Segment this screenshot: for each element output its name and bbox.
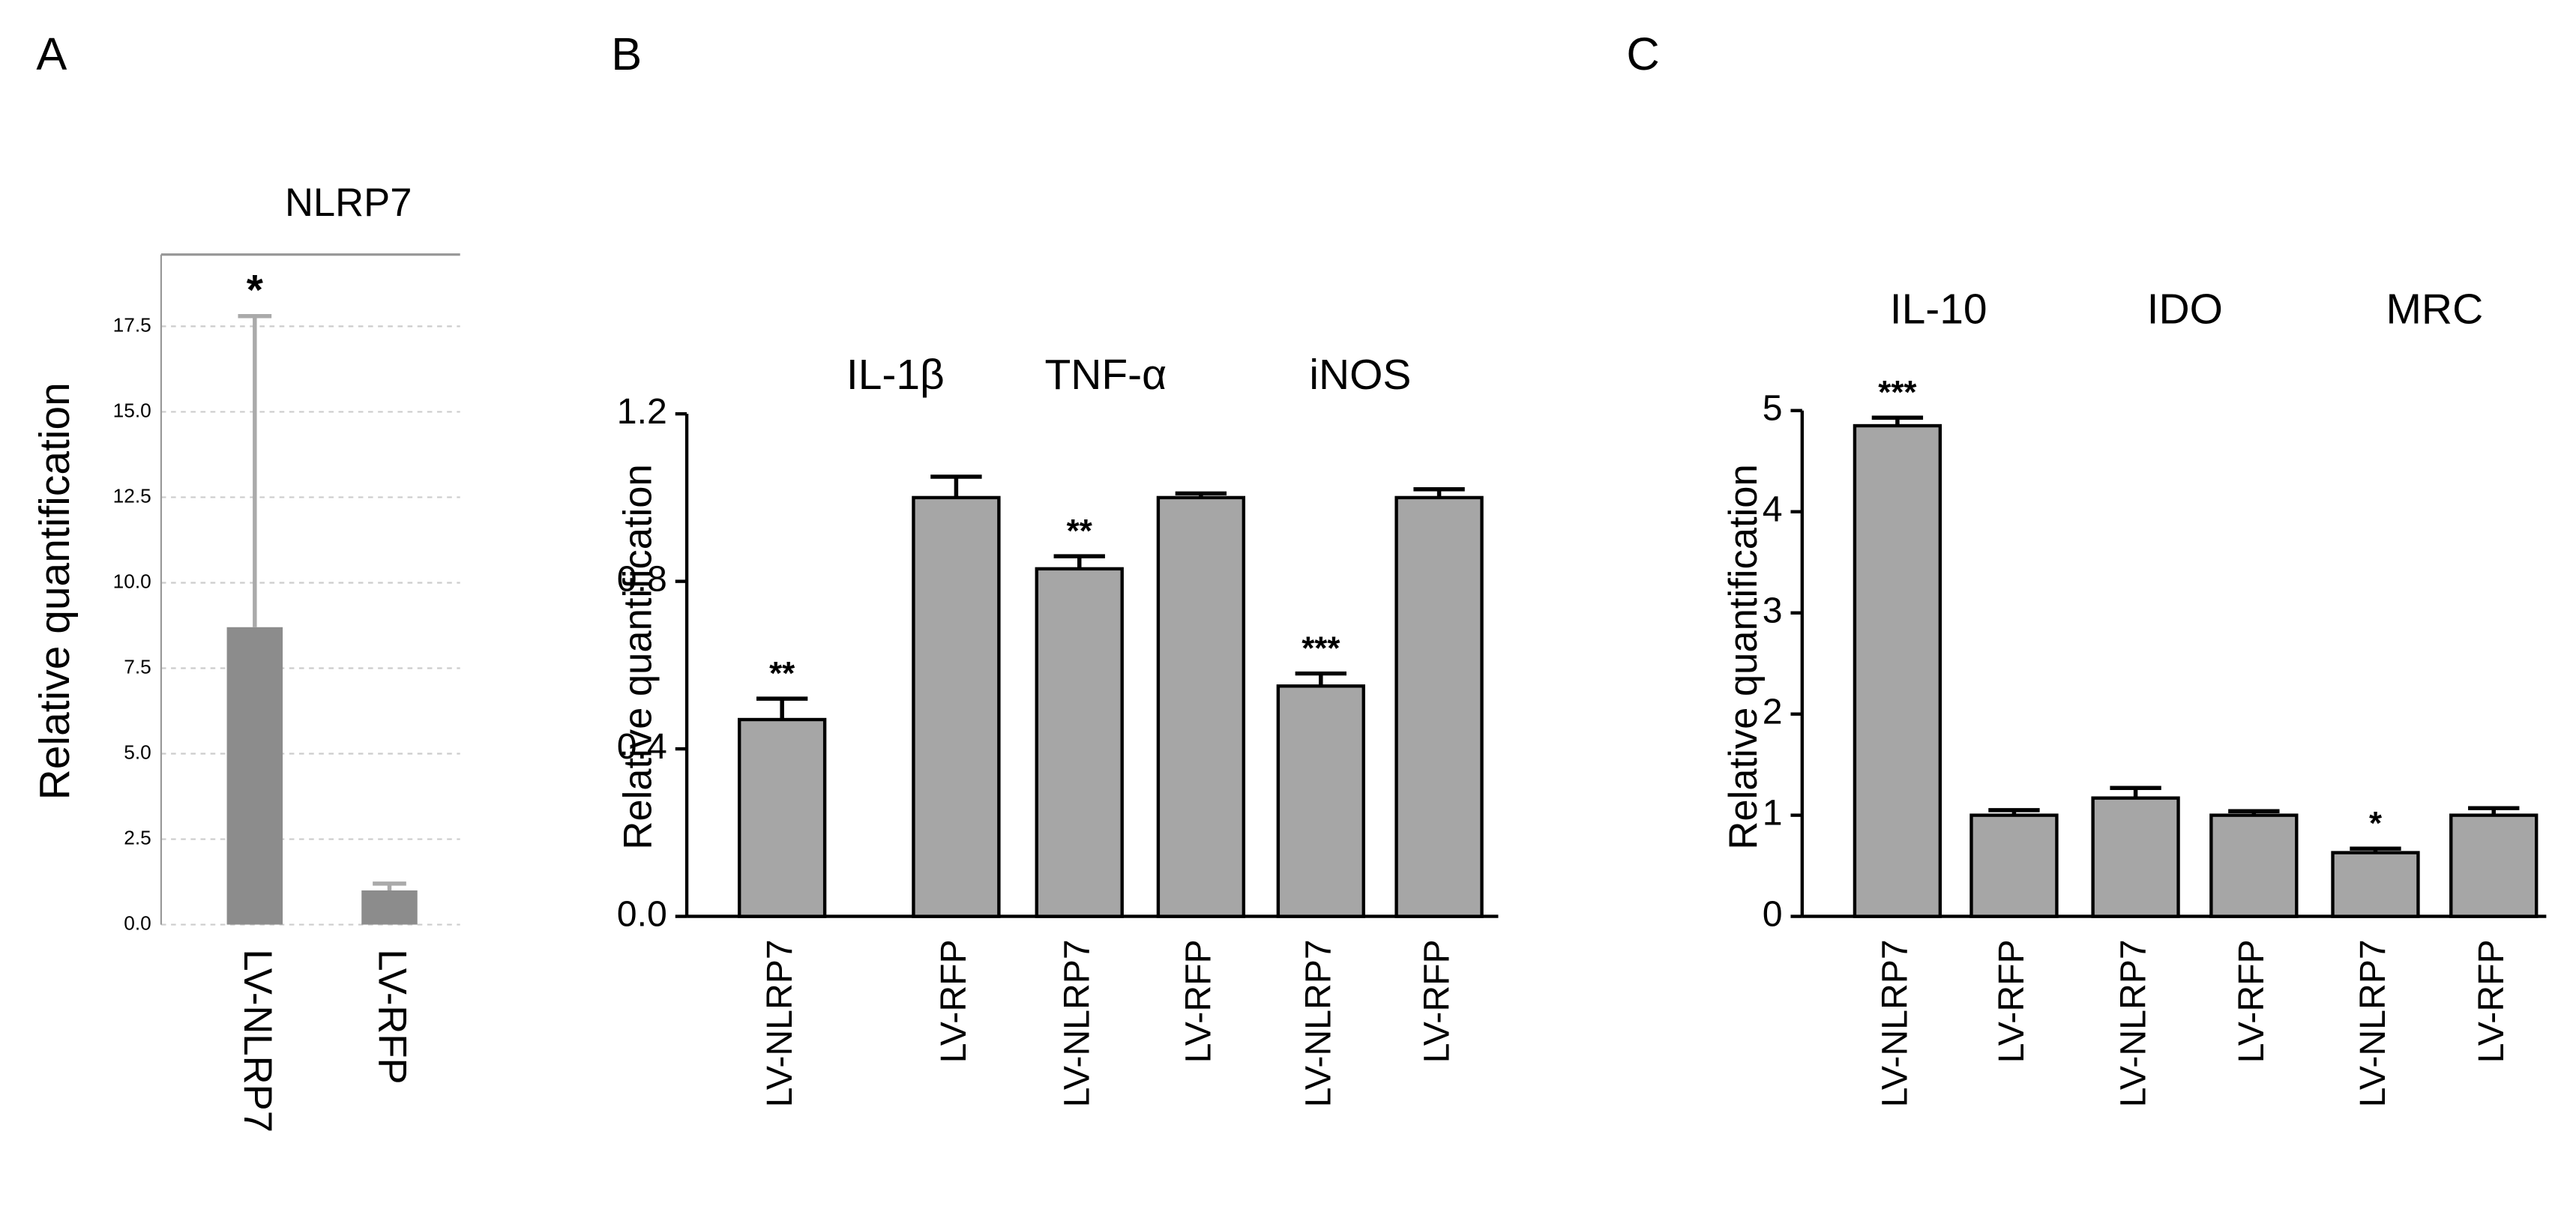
y-tick-label: 0.0 bbox=[124, 912, 151, 935]
y-axis-label: Relative quantification bbox=[31, 382, 79, 800]
bar bbox=[737, 717, 827, 918]
x-tick-label: LV-NLRP7 bbox=[1298, 939, 1339, 1107]
y-tick-label: 0.4 bbox=[617, 726, 667, 767]
bar bbox=[1394, 495, 1484, 918]
bar bbox=[1276, 684, 1365, 918]
y-tick-label: 1.2 bbox=[617, 391, 667, 432]
error-bar bbox=[2228, 809, 2280, 815]
y-tick-label: 12.5 bbox=[113, 484, 151, 507]
significance: ** bbox=[1067, 513, 1092, 549]
error-bar bbox=[238, 313, 272, 627]
x-tick-label: LV-RFP bbox=[2231, 939, 2272, 1063]
panel-letter: B bbox=[611, 28, 642, 79]
bar bbox=[1969, 813, 2059, 918]
bar bbox=[1035, 567, 1124, 918]
error-bar bbox=[756, 696, 808, 720]
y-tick-label: 17.5 bbox=[113, 313, 151, 336]
group-label: iNOS bbox=[1309, 351, 1411, 399]
y-tick-label: 5 bbox=[1763, 388, 1783, 428]
x-tick-label: LV-NLRP7 bbox=[1875, 939, 1916, 1107]
error-bar bbox=[2350, 846, 2401, 853]
bar bbox=[226, 627, 283, 925]
y-tick-label: 5.0 bbox=[124, 741, 151, 763]
significance: *** bbox=[1301, 630, 1340, 666]
group-label: IDO bbox=[2147, 285, 2223, 333]
x-tick-label: LV-RFP bbox=[1991, 939, 2032, 1063]
panel-letter: A bbox=[36, 28, 67, 79]
error-bar bbox=[1175, 491, 1227, 498]
bar bbox=[1853, 423, 1942, 918]
y-axis-label: Relative quantification bbox=[616, 464, 660, 849]
panel-letter: C bbox=[1626, 28, 1659, 79]
x-tick-label: LV-NLRP7 bbox=[759, 939, 800, 1107]
error-bar bbox=[2468, 806, 2520, 815]
significance: * bbox=[247, 266, 264, 314]
x-tick-label: LV-RFP bbox=[2471, 939, 2512, 1063]
y-tick-label: 0.8 bbox=[617, 558, 667, 599]
x-tick-label: LV-NLRP7 bbox=[235, 949, 280, 1133]
y-tick-label: 10.0 bbox=[113, 570, 151, 592]
chart-title: NLRP7 bbox=[285, 181, 412, 225]
y-tick-label: 4 bbox=[1763, 489, 1783, 529]
y-tick-label: 1 bbox=[1763, 792, 1783, 833]
error-bar bbox=[1053, 554, 1105, 569]
significance: *** bbox=[1878, 374, 1916, 411]
bar bbox=[2449, 813, 2539, 918]
group-label: IL-1β bbox=[846, 351, 945, 399]
y-tick-label: 15.0 bbox=[113, 399, 151, 421]
error-bar bbox=[2110, 786, 2161, 798]
error-bar bbox=[1871, 415, 1924, 426]
bar bbox=[1156, 495, 1246, 918]
x-tick-label: LV-RFP bbox=[1179, 939, 1219, 1063]
y-tick-label: 0.0 bbox=[617, 893, 667, 934]
bar bbox=[361, 890, 418, 925]
group-label: TNF-α bbox=[1044, 351, 1167, 399]
error-bar bbox=[1988, 808, 2040, 815]
x-tick-label: LV-RFP bbox=[1416, 939, 1457, 1063]
error-bar bbox=[373, 881, 406, 890]
group-label: IL-10 bbox=[1890, 285, 1987, 333]
bar bbox=[912, 495, 1001, 918]
error-bar bbox=[1413, 486, 1465, 498]
x-tick-label: LV-RFP bbox=[933, 939, 974, 1063]
error-bar bbox=[1295, 671, 1347, 687]
bar bbox=[2331, 851, 2420, 918]
y-tick-label: 2.5 bbox=[124, 826, 151, 848]
bar bbox=[2209, 813, 2299, 918]
bar bbox=[2091, 796, 2180, 918]
y-tick-label: 0 bbox=[1763, 893, 1783, 934]
group-label: MRC bbox=[2386, 285, 2484, 333]
y-tick-label: 7.5 bbox=[124, 655, 151, 678]
y-tick-label: 3 bbox=[1763, 590, 1783, 630]
significance: * bbox=[2369, 805, 2382, 842]
significance: ** bbox=[769, 655, 795, 692]
x-tick-label: LV-NLRP7 bbox=[2353, 939, 2393, 1107]
x-tick-label: LV-RFP bbox=[370, 949, 415, 1084]
x-tick-label: LV-NLRP7 bbox=[1056, 939, 1097, 1107]
x-tick-label: LV-NLRP7 bbox=[2113, 939, 2153, 1107]
y-axis-label: Relative quantification bbox=[1721, 464, 1766, 849]
error-bar bbox=[930, 474, 982, 498]
y-tick-label: 2 bbox=[1763, 691, 1783, 732]
